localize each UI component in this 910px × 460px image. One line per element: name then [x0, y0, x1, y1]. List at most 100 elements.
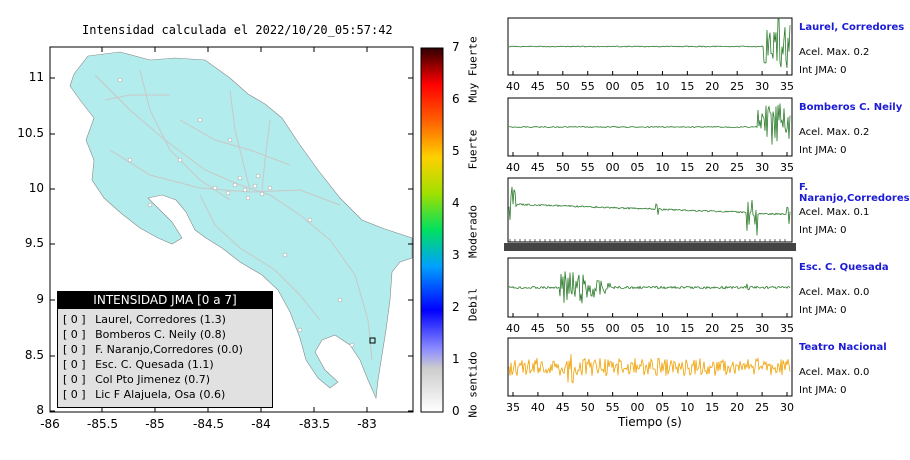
- station-name: Teatro Nacional: [799, 342, 887, 353]
- waveform-tick-label: 35: [780, 322, 794, 335]
- intensity-jma-value: [ 0 ]: [63, 343, 86, 357]
- waveform-tick-label: 25: [730, 161, 745, 174]
- intensity-jma-value: [ 0 ]: [63, 313, 86, 326]
- lat-tick-label: 8.5: [24, 348, 44, 362]
- intensity-station: Col Pto Jimenez (0.7): [91, 373, 211, 387]
- waveform-tick-label: 10: [680, 401, 695, 414]
- intensity-legend: INTENSIDAD JMA [0 a 7] [ 0 ] Laurel, Cor…: [57, 291, 273, 408]
- intensity-row: [ 0 ] Lic F Alajuela, Osa (0.6): [58, 387, 272, 402]
- colorbar-tick: 4: [452, 196, 460, 210]
- waveform-panels: [504, 17, 796, 397]
- lat-tick-label: 10.5: [17, 126, 44, 140]
- colorbar-level-label: Moderado: [466, 205, 480, 258]
- lon-tick-label: -83.5: [299, 417, 331, 431]
- lat-tick-label: 8: [36, 403, 44, 417]
- waveform-tick-label: 55: [580, 80, 595, 93]
- waveform-tick-label: 25: [730, 322, 745, 335]
- waveform-tick-label: 50: [580, 401, 595, 414]
- intensity-jma-value: [ 0 ]: [63, 328, 86, 342]
- waveform-tick-label: 25: [730, 80, 745, 93]
- waveform-tick-label: 20: [705, 161, 720, 174]
- waveform-tick-label: 00: [605, 161, 620, 174]
- waveform-tick-label: 55: [580, 322, 595, 335]
- waveform-tick-label: 45: [530, 322, 545, 335]
- waveform-tick-label: 35: [780, 80, 794, 93]
- intensity-row: [ 0 ] Col Pto Jimenez (0.7): [58, 372, 272, 387]
- waveform-tick-label: 20: [705, 80, 720, 93]
- station-acel: Acel. Max. 0.2: [799, 127, 870, 138]
- lon-tick-label: -84.5: [193, 417, 225, 431]
- intensity-station: F. Naranjo,Corredores (0.0): [91, 343, 243, 357]
- intensity-row: [ 0 ] Bomberos C. Neily (0.8): [58, 327, 272, 342]
- station-dots: [117, 77, 355, 348]
- map-title: Intensidad calculada el 2022/10/20_05:57…: [82, 23, 393, 37]
- station-int: Int JMA: 0: [799, 225, 847, 236]
- lon-tick-label: -83: [357, 417, 377, 431]
- waveform-tick-label: 40: [506, 322, 520, 335]
- waveform-tick-label: 15: [680, 161, 695, 174]
- map-axis-ticks: [49, 47, 413, 412]
- intensity-row: [ 0 ] F. Naranjo,Corredores (0.0): [58, 342, 272, 357]
- waveform-tick-label: 00: [630, 401, 645, 414]
- station-int: Int JMA: 0: [799, 145, 847, 156]
- waveform-tick-label: 15: [680, 80, 695, 93]
- station-int: Int JMA: 0: [799, 385, 847, 396]
- waveform-tick-label: 50: [555, 80, 570, 93]
- waveform-tick-label: 30: [755, 322, 770, 335]
- waveform-tick-label: 20: [730, 401, 745, 414]
- waveform-tick-label: 40: [506, 80, 520, 93]
- lon-tick-label: -84: [251, 417, 271, 431]
- station-name: F. Naranjo,Corredores: [799, 182, 910, 204]
- waveform-tick-label: 00: [605, 322, 620, 335]
- waveform-tick-label: 40: [530, 401, 545, 414]
- colorbar-tick: 5: [452, 144, 460, 158]
- waveform-tick-label: 25: [755, 401, 770, 414]
- waveform-tick-label: 15: [680, 322, 695, 335]
- waveform-tick-label: 05: [630, 161, 645, 174]
- waveform-trace: [508, 271, 791, 304]
- colorbar: [420, 47, 444, 413]
- waveform-tick-label: 05: [655, 401, 670, 414]
- station-int: Int JMA: 0: [799, 305, 847, 316]
- intensity-station: Laurel, Corredores (1.3): [91, 313, 226, 326]
- intensity-row: [ 0 ] Laurel, Corredores (1.3): [58, 312, 272, 327]
- waveform-tick-label: 40: [506, 161, 520, 174]
- lat-tick-label: 9.5: [24, 236, 44, 250]
- waveform-tick-label: 30: [755, 80, 770, 93]
- lon-tick-label: -86: [40, 417, 60, 431]
- waveform-tick-label: 30: [780, 401, 794, 414]
- time-axis-label: Tiempo (s): [618, 415, 682, 429]
- waveform-tick-label: 45: [555, 401, 570, 414]
- waveform-tick-label: 20: [705, 322, 720, 335]
- colorbar-level-label: No sentido: [466, 351, 480, 418]
- colorbar-level-label: Muy Fuerte: [466, 36, 480, 103]
- intensity-legend-title: INTENSIDAD JMA [0 a 7]: [58, 292, 272, 309]
- waveform-tick-label: 50: [555, 161, 570, 174]
- intensity-jma-value: [ 0 ]: [63, 373, 86, 387]
- intensity-row: [ 0 ] Esc. C. Quesada (1.1): [58, 357, 272, 372]
- waveform-trace: [508, 17, 791, 68]
- lat-tick-label: 10: [28, 181, 44, 195]
- intensity-jma-value: [ 0 ]: [63, 388, 86, 402]
- colorbar-tick: 1: [452, 352, 460, 366]
- overlapping-tick-labels: [504, 243, 796, 251]
- road-network: [94, 69, 373, 361]
- station-acel: Acel. Max. 0.0: [799, 367, 870, 378]
- colorbar-level-label: Fuerte: [466, 129, 480, 170]
- waveform-tick-label: 00: [605, 80, 620, 93]
- waveform-tick-label: 35: [506, 401, 520, 414]
- colorbar-tick: 6: [452, 92, 460, 106]
- waveform-tick-label: 35: [780, 161, 794, 174]
- waveform-trace: [508, 186, 791, 236]
- waveform-tick-label: 50: [555, 322, 570, 335]
- colorbar-tick: 3: [452, 248, 460, 262]
- colorbar-tick: 2: [452, 300, 460, 314]
- lon-tick-label: -85.5: [87, 417, 119, 431]
- waveform-tick-label: 05: [630, 322, 645, 335]
- colorbar-tick: 7: [452, 40, 460, 54]
- waveform-trace: [508, 103, 791, 145]
- waveform-tick-label: 45: [530, 161, 545, 174]
- colorbar-tick: 0: [452, 404, 460, 418]
- lat-tick-label: 9: [36, 292, 44, 306]
- intensity-jma-value: [ 0 ]: [63, 358, 86, 372]
